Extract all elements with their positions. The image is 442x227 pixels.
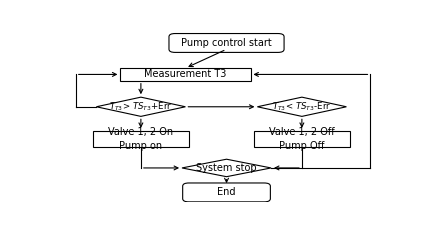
Text: Measurement T3: Measurement T3 — [144, 69, 227, 79]
Text: End: End — [217, 188, 236, 197]
Bar — [254, 131, 350, 147]
Polygon shape — [257, 97, 347, 116]
FancyBboxPatch shape — [169, 34, 284, 52]
Bar — [120, 68, 251, 81]
Text: $T_{T3}$> $TS_{T3}$+Err: $T_{T3}$> $TS_{T3}$+Err — [109, 101, 172, 113]
Polygon shape — [182, 159, 271, 177]
Bar — [93, 131, 189, 147]
Text: System stop: System stop — [196, 163, 257, 173]
Polygon shape — [96, 97, 186, 116]
Text: Valve 1, 2 On
Pump on: Valve 1, 2 On Pump on — [108, 127, 173, 151]
Text: Pump control start: Pump control start — [181, 38, 272, 48]
Text: Valve 1, 2 Off
Pump Off: Valve 1, 2 Off Pump Off — [269, 127, 335, 151]
FancyBboxPatch shape — [183, 183, 271, 202]
Text: $T_{T3}$< $TS_{T3}$-Err: $T_{T3}$< $TS_{T3}$-Err — [272, 101, 332, 113]
